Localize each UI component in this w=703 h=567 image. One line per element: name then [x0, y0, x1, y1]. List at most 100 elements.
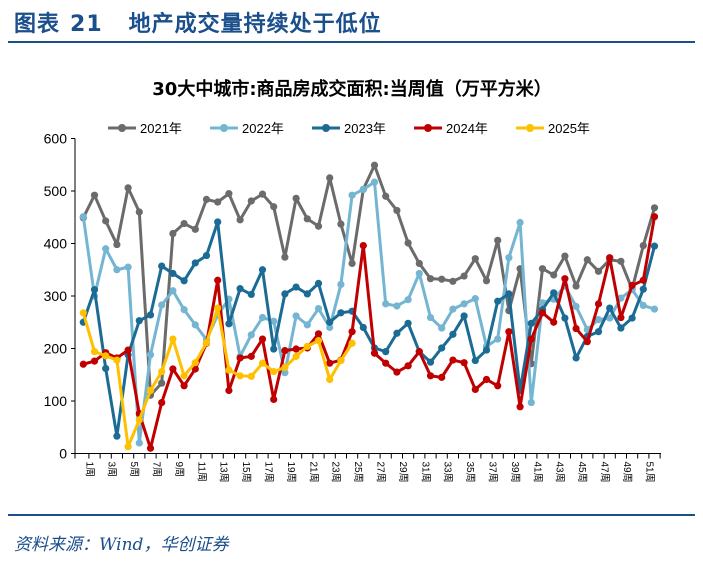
series-2024年 [79, 213, 659, 452]
bottom-divider [8, 514, 695, 516]
data-point [628, 281, 636, 290]
data-point [247, 352, 255, 360]
data-point [393, 368, 401, 376]
data-point [572, 302, 580, 311]
data-point [202, 251, 211, 260]
data-point [180, 219, 188, 228]
data-point [561, 314, 569, 322]
data-point [460, 272, 468, 280]
data-point [113, 432, 121, 440]
data-point [639, 242, 647, 250]
data-point [314, 337, 323, 345]
data-point [326, 375, 334, 384]
series-2023年 [79, 218, 659, 440]
figure-title-text: 地产成交量持续处于低位 [128, 12, 382, 37]
data-point [281, 363, 289, 371]
data-point [550, 318, 558, 326]
data-point [135, 317, 143, 325]
x-tick-label: 7周 [151, 462, 163, 478]
legend-item: 2024年 [414, 121, 488, 136]
data-point [303, 342, 311, 350]
data-point [270, 203, 278, 211]
series-2025年 [79, 304, 356, 451]
data-point [438, 344, 446, 352]
data-point [191, 225, 199, 233]
data-point [180, 306, 188, 314]
data-point [314, 279, 323, 287]
data-point [426, 313, 435, 322]
data-point [471, 385, 479, 394]
x-tick-label: 43周 [554, 462, 566, 483]
data-point [303, 290, 311, 298]
data-point [527, 398, 535, 407]
data-point [79, 360, 87, 368]
data-point [79, 213, 87, 221]
data-point [135, 208, 143, 216]
data-point [258, 190, 267, 198]
x-tick-label: 23周 [330, 462, 342, 483]
data-point [594, 328, 603, 336]
data-point [102, 364, 110, 373]
data-point [158, 301, 166, 309]
data-point [314, 330, 323, 338]
data-point [337, 280, 345, 289]
data-point [449, 330, 457, 338]
legend-label: 2025年 [548, 121, 590, 136]
data-point [382, 300, 390, 308]
series-line [81, 163, 656, 397]
data-point [482, 375, 491, 384]
data-point [292, 283, 300, 291]
data-point [426, 275, 435, 283]
data-point [90, 286, 99, 294]
x-tick-label: 51周 [643, 462, 655, 483]
x-tick-label: 45周 [576, 462, 588, 483]
data-point [348, 191, 356, 199]
data-point [124, 184, 132, 192]
data-point [415, 269, 423, 278]
data-point [426, 358, 435, 366]
data-point [639, 301, 647, 310]
series-2022年 [79, 178, 659, 447]
data-point [247, 197, 255, 205]
data-point [550, 289, 558, 297]
data-point [281, 290, 289, 298]
data-point [158, 398, 166, 407]
x-tick-label: 11周 [195, 462, 207, 482]
data-point [438, 275, 446, 283]
data-point [169, 365, 177, 373]
data-point [303, 321, 311, 329]
data-point [505, 328, 513, 336]
data-point [292, 352, 300, 360]
data-point [561, 275, 569, 283]
data-point [113, 240, 121, 249]
data-point [583, 256, 591, 264]
legend-item: 2023年 [312, 121, 386, 136]
data-point [113, 266, 121, 274]
data-point [617, 313, 625, 322]
series-2021年 [79, 161, 659, 399]
data-point [180, 382, 188, 390]
data-point [214, 218, 222, 226]
data-point [404, 296, 412, 304]
data-point [370, 178, 379, 186]
data-point [202, 195, 211, 203]
data-point [102, 245, 110, 253]
data-point [382, 359, 390, 367]
data-point [169, 287, 177, 295]
data-point [191, 321, 199, 329]
data-point [482, 277, 491, 285]
data-point [146, 444, 155, 452]
y-tick-label: 500 [44, 183, 68, 199]
data-point [247, 372, 255, 380]
data-point [326, 318, 334, 326]
data-point [359, 323, 367, 332]
data-point [639, 276, 647, 284]
data-point [169, 229, 177, 238]
data-point [393, 329, 401, 337]
data-point [370, 161, 379, 169]
data-point [337, 309, 345, 317]
axes: 0 100 200 300 400 500 600 1周 3周 5周 7周 9周 11周 13周 15周 17… [44, 131, 661, 483]
data-point [449, 305, 457, 313]
